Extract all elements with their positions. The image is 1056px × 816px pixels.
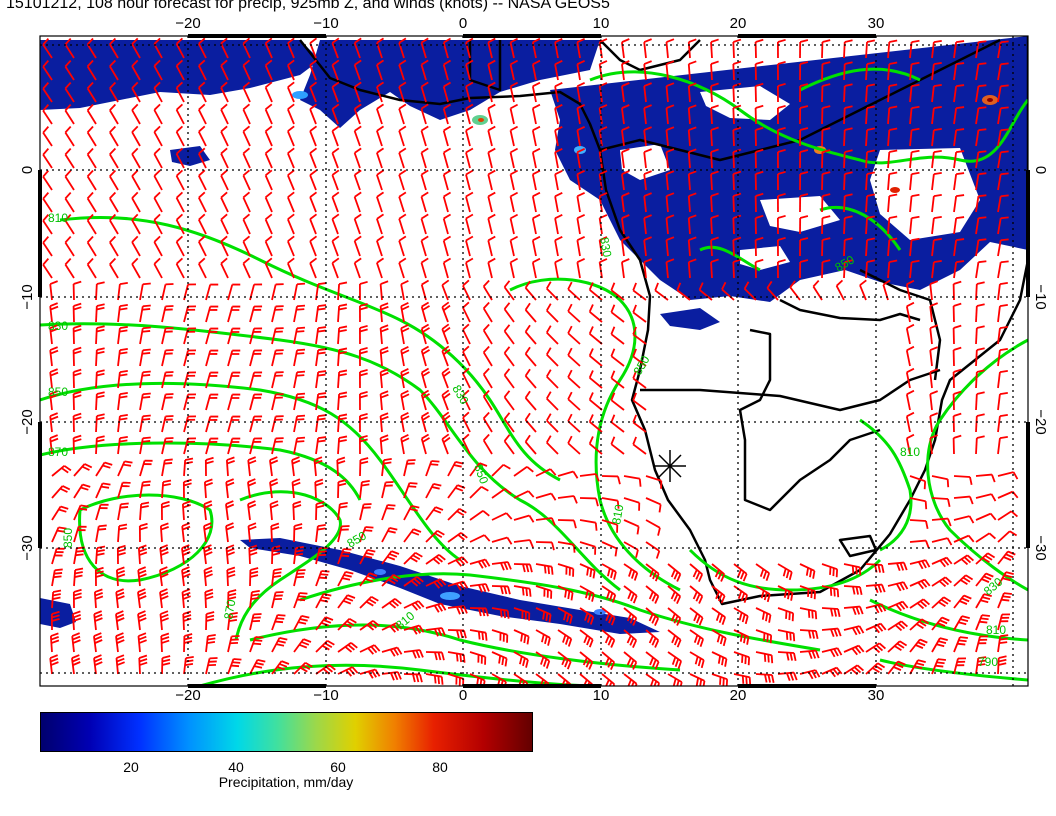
precipitation-peaks <box>292 91 998 615</box>
contour-label: 830 <box>48 319 68 333</box>
lon-label: −20 <box>175 687 200 700</box>
lat-label: −30 <box>1032 535 1049 560</box>
colorbar-tick-label: 20 <box>123 759 139 775</box>
contour-label: 850 <box>471 462 491 486</box>
lat-label: −30 <box>19 535 36 560</box>
frame-bars <box>38 34 1030 688</box>
lon-label: 10 <box>593 687 610 700</box>
lon-labels-top: −20 −10 0 10 20 30 <box>175 15 884 32</box>
wind-barbs <box>42 37 1019 686</box>
contour-label: 810 <box>609 503 626 525</box>
contour-label: 830 <box>597 236 614 258</box>
contour-label: 870 <box>221 598 238 620</box>
lon-label: −10 <box>313 687 338 700</box>
lon-label: 0 <box>459 15 467 32</box>
lon-label: −10 <box>313 15 338 32</box>
contour-label: 790 <box>978 655 998 669</box>
contour-label: 810 <box>900 445 920 459</box>
lon-label: −20 <box>175 15 200 32</box>
chart-title: 15101212, 108 hour forecast for precip, … <box>6 0 610 12</box>
lon-label: 0 <box>459 687 467 700</box>
lat-label: −20 <box>19 409 36 434</box>
lon-label: 10 <box>593 15 610 32</box>
station-marker-icon <box>654 450 686 482</box>
lon-label: 20 <box>730 15 747 32</box>
contour-label: 870 <box>48 445 68 459</box>
lat-labels-right: 0 −10 −20 −30 <box>1032 166 1049 561</box>
lon-label: 20 <box>730 687 747 700</box>
colorbar-tick-label: 60 <box>330 759 346 775</box>
contour-label: 810 <box>48 211 68 225</box>
lat-labels-left: 0 −10 −20 −30 <box>19 166 36 561</box>
contour-label: 850 <box>61 528 75 548</box>
graticule <box>40 36 1028 686</box>
colorbar-tick-label: 80 <box>432 759 448 775</box>
lon-label: 30 <box>868 15 885 32</box>
colorbar-gradient <box>40 712 533 752</box>
colorbar-title: Precipitation, mm/day <box>218 774 354 790</box>
contour-labels: 810 830 850 870 830 850 870 850 830 810 … <box>48 211 1006 669</box>
weather-map: 810 830 850 870 830 850 870 850 830 810 … <box>19 15 1049 700</box>
lon-label: 30 <box>868 687 885 700</box>
lat-label: −20 <box>1032 409 1049 434</box>
lat-label: −10 <box>19 284 36 309</box>
colorbar: 20 40 60 80 <box>40 712 533 775</box>
lat-label: 0 <box>1032 166 1049 174</box>
contour-label: 850 <box>48 385 68 399</box>
lon-labels-bottom: −20 −10 0 10 20 30 <box>175 687 884 700</box>
lat-label: 0 <box>19 166 36 174</box>
contour-label: 810 <box>986 623 1006 637</box>
colorbar-tick-label: 40 <box>228 759 244 775</box>
lat-label: −10 <box>1032 284 1049 309</box>
